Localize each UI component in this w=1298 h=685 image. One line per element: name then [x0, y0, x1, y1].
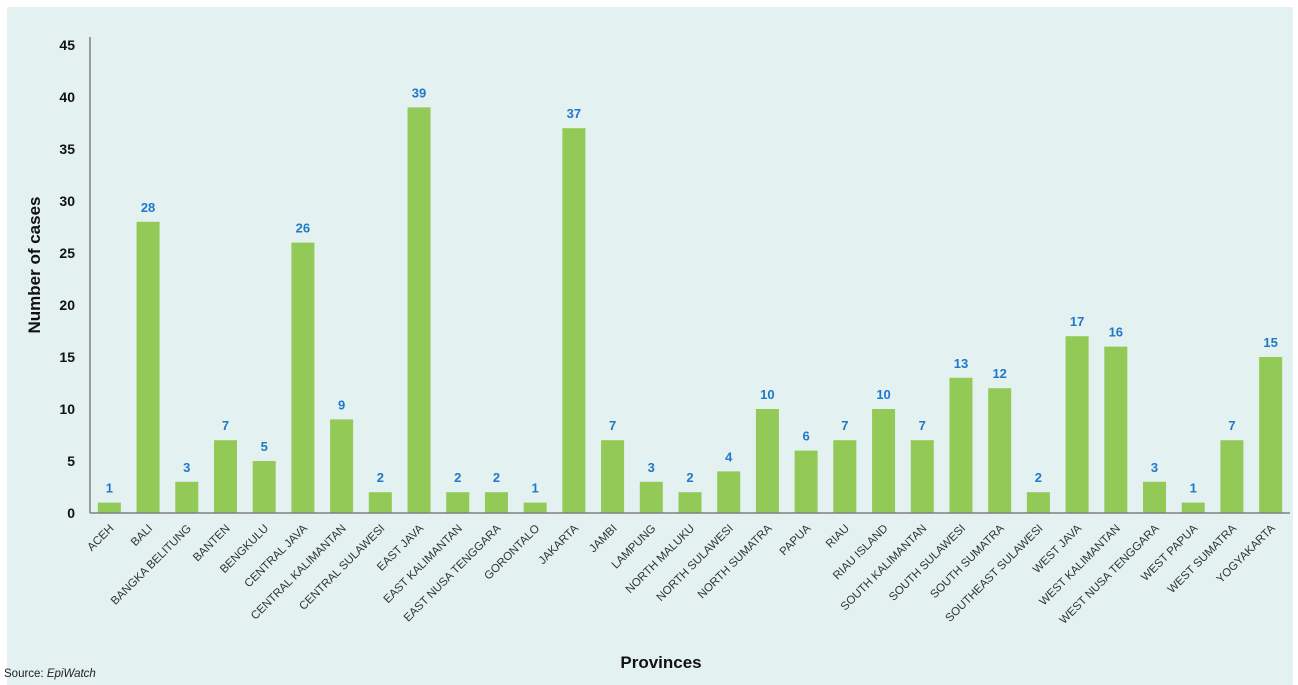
data-label-east-nusa-tenggara: 2 [493, 470, 500, 485]
bar-north-sulawesi [717, 471, 741, 513]
data-label-riau-island: 10 [876, 387, 890, 402]
data-label-north-sumatra: 10 [760, 387, 774, 402]
y-tick-label-5: 5 [67, 453, 75, 469]
data-label-bali: 28 [141, 200, 155, 215]
y-tick-label-25: 25 [59, 245, 75, 261]
x-tick-label-bali: BALI [129, 523, 155, 549]
bar-riau [833, 440, 857, 513]
bar-east-java [407, 107, 431, 514]
bar-gorontalo [523, 502, 547, 513]
bar-bali [136, 221, 160, 514]
data-label-aceh: 1 [106, 481, 113, 496]
data-label-lampung: 3 [648, 460, 655, 475]
bar-north-maluku [678, 492, 702, 513]
x-tick-label-papua: PAPUA [778, 522, 814, 558]
data-label-banten: 7 [222, 418, 229, 433]
y-tick-label-20: 20 [59, 297, 75, 313]
y-axis-title: Number of cases [25, 197, 44, 334]
bar-lampung [639, 481, 663, 513]
y-axis-ticks: 0 5 10 15 20 25 30 35 40 45 [59, 37, 75, 521]
data-label-south-sulawesi: 13 [954, 356, 968, 371]
x-tick-label-bangka-belitung: BANGKA BELITUNG [109, 523, 194, 608]
x-axis-title: Provinces [620, 653, 701, 672]
bar-west-papua [1181, 502, 1205, 513]
data-label-west-nusa-tenggara: 3 [1151, 460, 1158, 475]
bar-bangka-belitung [175, 481, 199, 513]
source-name: EpiWatch [46, 668, 96, 680]
bar-central-kalimantan [330, 419, 354, 513]
x-tick-label-north-sumatra: NORTH SUMATRA [696, 522, 775, 601]
bar-bengkulu [252, 461, 276, 513]
bar-south-sulawesi [949, 377, 973, 513]
x-tick-label-aceh: ACEH [85, 523, 116, 554]
x-tick-label-north-sulawesi: NORTH SULAWESI [655, 523, 736, 604]
data-label-west-papua: 1 [1190, 481, 1197, 496]
x-tick-label-riau: RIAU [824, 523, 852, 551]
data-label-gorontalo: 1 [532, 481, 539, 496]
data-label-east-java: 39 [412, 85, 426, 100]
data-label-yogyakarta: 15 [1263, 335, 1277, 350]
bar-west-java [1065, 336, 1089, 513]
x-tick-label-north-maluku: NORTH MALUKU [624, 523, 697, 596]
bar-west-kalimantan [1104, 346, 1128, 513]
y-tick-label-45: 45 [59, 37, 75, 53]
data-label-bangka-belitung: 3 [183, 460, 190, 475]
data-label-central-kalimantan: 9 [338, 397, 345, 412]
bars-group [97, 107, 1283, 514]
bar-jakarta [562, 128, 586, 513]
data-label-jambi: 7 [609, 418, 616, 433]
data-label-central-sulawesi: 2 [377, 470, 384, 485]
bar-southeast-sulawesi [1026, 492, 1050, 513]
data-label-north-maluku: 2 [686, 470, 693, 485]
y-tick-label-40: 40 [59, 89, 75, 105]
source-prefix: Source: [4, 668, 47, 680]
data-label-papua: 6 [803, 429, 810, 444]
source-note: Source: EpiWatch [4, 668, 96, 680]
bar-south-sumatra [988, 388, 1012, 513]
bar-jambi [601, 440, 625, 513]
data-label-central-java: 26 [296, 221, 310, 236]
bar-east-kalimantan [446, 492, 470, 513]
bar-east-nusa-tenggara [484, 492, 508, 513]
x-tick-label-south-sumatra: SOUTH SUMATRA [928, 522, 1007, 601]
y-tick-label-30: 30 [59, 193, 75, 209]
bar-west-nusa-tenggara [1143, 481, 1167, 513]
bar-riau-island [872, 409, 896, 513]
data-label-riau: 7 [841, 418, 848, 433]
data-label-bengkulu: 5 [261, 439, 268, 454]
y-tick-label-0: 0 [67, 505, 75, 521]
bar-north-sumatra [755, 409, 779, 513]
data-label-north-sulawesi: 4 [725, 449, 733, 464]
x-tick-label-jakarta: JAKARTA [537, 522, 582, 567]
bar-south-kalimantan [910, 440, 934, 513]
x-tick-label-jambi: JAMBI [587, 523, 619, 555]
data-label-south-sumatra: 12 [992, 366, 1006, 381]
data-label-west-kalimantan: 16 [1109, 325, 1123, 340]
bar-banten [213, 440, 237, 513]
data-label-east-kalimantan: 2 [454, 470, 461, 485]
data-label-jakarta: 37 [567, 106, 581, 121]
x-tick-label-west-sumatra: WEST SUMATRA [1166, 522, 1239, 595]
x-tick-label-south-sulawesi: SOUTH SULAWESI [887, 523, 968, 604]
bar-central-sulawesi [368, 492, 392, 513]
y-tick-label-15: 15 [59, 349, 75, 365]
data-label-south-kalimantan: 7 [919, 418, 926, 433]
bar-central-java [291, 242, 315, 513]
bar-yogyakarta [1259, 357, 1283, 513]
data-label-southeast-sulawesi: 2 [1035, 470, 1042, 485]
data-label-west-java: 17 [1070, 314, 1084, 329]
y-tick-label-35: 35 [59, 141, 75, 157]
bar-aceh [97, 502, 121, 513]
y-tick-label-10: 10 [59, 401, 75, 417]
data-label-west-sumatra: 7 [1228, 418, 1235, 433]
bar-papua [794, 450, 818, 513]
bar-west-sumatra [1220, 440, 1244, 513]
